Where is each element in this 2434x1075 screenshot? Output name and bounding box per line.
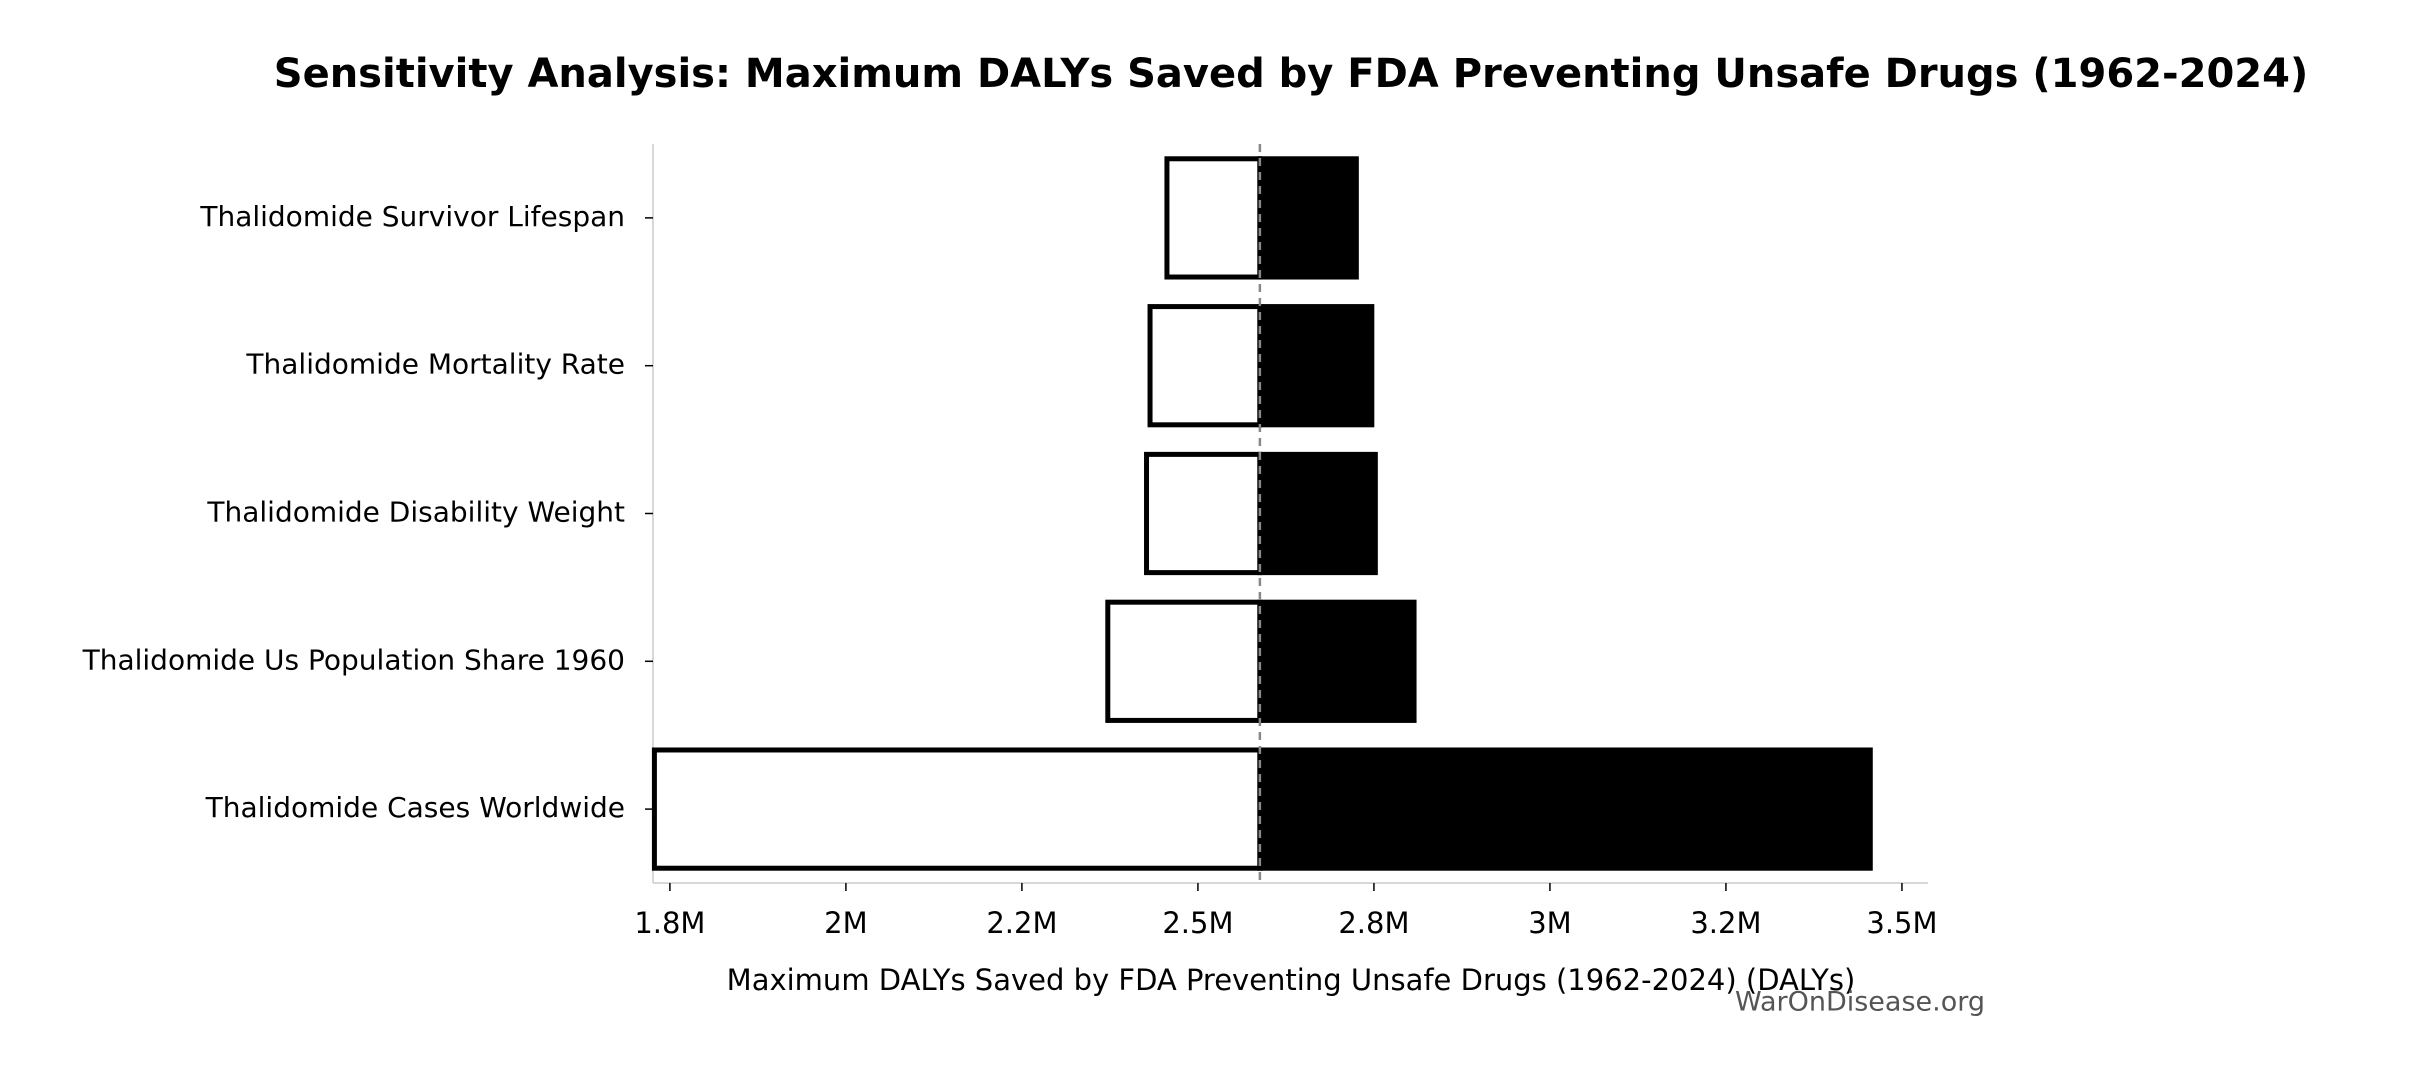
bar [1257,747,1873,871]
bar [1105,599,1263,723]
bar [1257,599,1417,723]
bar [651,747,1263,871]
bar [1147,304,1263,428]
y-tick-label: Thalidomide Mortality Rate [245,348,625,381]
x-tick-label: 3M [1528,906,1571,940]
x-tick-label: 2.2M [986,906,1057,940]
x-tick-label: 3.2M [1690,906,1761,940]
y-tick-label: Thalidomide Survivor Lifespan [199,200,625,233]
y-tick-label: Thalidomide Disability Weight [206,496,625,529]
chart-title: Sensitivity Analysis: Maximum DALYs Save… [274,51,2308,97]
x-tick-label: 1.8M [634,906,705,940]
y-tick-label: Thalidomide Cases Worldwide [205,791,625,824]
bar [1257,304,1375,428]
y-tick-label: Thalidomide Us Population Share 1960 [82,643,625,676]
x-tick-label: 2M [824,906,867,940]
bar [1144,451,1263,576]
x-tick-label: 2.8M [1338,906,1409,940]
x-tick-label: 3.5M [1866,906,1937,940]
bar [1257,451,1378,576]
x-axis-label: Maximum DALYs Saved by FDA Preventing Un… [727,963,1856,997]
bar [1257,156,1359,280]
watermark: WarOnDisease.org [1735,987,1985,1018]
bar [1164,156,1263,280]
x-tick-label: 2.5M [1162,906,1233,940]
